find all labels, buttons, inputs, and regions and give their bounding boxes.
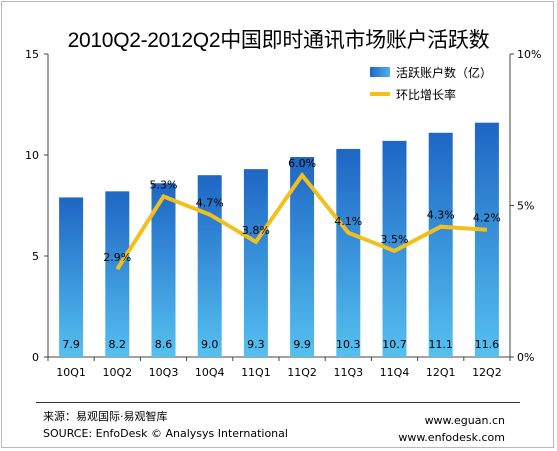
bar-value-label: 7.9 bbox=[62, 338, 80, 351]
legend-item-line: 环比增长率 bbox=[370, 85, 492, 103]
line-value-label: 4.3% bbox=[427, 209, 455, 222]
legend-label-bars: 活跃账户数（亿） bbox=[396, 65, 493, 80]
bar bbox=[105, 191, 130, 357]
y-left-tick-label: 10 bbox=[25, 149, 39, 162]
legend-swatch-bar bbox=[370, 67, 390, 77]
source-cn: 来源：易观国际·易观智库 bbox=[43, 410, 168, 423]
bar bbox=[59, 197, 84, 357]
chart-legend: 活跃账户数（亿） 环比增长率 bbox=[370, 63, 492, 107]
line-value-label: 4.2% bbox=[473, 212, 501, 225]
footer-source: 来源：易观国际·易观智库 SOURCE: EnfoDesk © Analysys… bbox=[43, 408, 288, 442]
x-tick-label: 12Q2 bbox=[472, 366, 502, 379]
x-tick-label: 10Q2 bbox=[102, 366, 132, 379]
bar-value-label: 9.3 bbox=[247, 338, 265, 351]
y-left-tick-label: 0 bbox=[32, 351, 39, 364]
line-value-label: 2.9% bbox=[103, 251, 131, 264]
bar-value-label: 9.0 bbox=[201, 338, 219, 351]
legend-label-line: 环比增长率 bbox=[396, 87, 457, 102]
url-eguan: www.eguan.cn bbox=[424, 414, 505, 427]
legend-item-bars: 活跃账户数（亿） bbox=[370, 63, 492, 81]
line-value-label: 4.1% bbox=[334, 215, 362, 228]
y-right-tick-label: 10% bbox=[517, 48, 541, 61]
x-tick-label: 12Q1 bbox=[426, 366, 456, 379]
growth-line bbox=[115, 171, 488, 271]
y-left-tick-label: 15 bbox=[25, 48, 39, 61]
footer-divider bbox=[36, 402, 520, 403]
bar-value-label: 8.6 bbox=[155, 338, 173, 351]
chart-title: 2010Q2-2012Q2中国即时通讯市场账户活跃数 bbox=[67, 29, 490, 52]
x-tick-label: 10Q1 bbox=[56, 366, 86, 379]
bar bbox=[336, 148, 361, 357]
bar bbox=[474, 122, 499, 358]
bar-value-label: 10.3 bbox=[336, 338, 361, 351]
x-tick-label: 11Q1 bbox=[241, 366, 271, 379]
y-right-tick-label: 0% bbox=[517, 351, 534, 364]
bar-value-label: 11.1 bbox=[428, 338, 453, 351]
bar-value-label: 8.2 bbox=[109, 338, 127, 351]
bar bbox=[428, 132, 453, 357]
y-left-tick-label: 5 bbox=[32, 250, 39, 263]
bar bbox=[243, 169, 268, 357]
source-en: SOURCE: EnfoDesk © Analysys Internationa… bbox=[43, 427, 288, 440]
line-value-label: 3.5% bbox=[381, 233, 409, 246]
bar bbox=[290, 157, 315, 357]
x-tick-label: 10Q3 bbox=[149, 366, 179, 379]
bar-value-label: 9.9 bbox=[293, 338, 311, 351]
url-enfodesk: www.enfodesk.com bbox=[398, 431, 505, 444]
bar bbox=[197, 175, 222, 357]
x-tick-label: 10Q4 bbox=[195, 366, 225, 379]
footer-urls: www.eguan.cn www.enfodesk.com bbox=[398, 412, 505, 446]
line-value-label: 6.0% bbox=[288, 157, 316, 170]
legend-swatch-line bbox=[370, 92, 390, 96]
y-right-tick-label: 5% bbox=[517, 200, 534, 213]
x-tick-label: 11Q3 bbox=[333, 366, 363, 379]
line-value-label: 4.7% bbox=[196, 197, 224, 210]
line-value-label: 3.8% bbox=[242, 224, 270, 237]
bar-value-label: 10.7 bbox=[382, 338, 407, 351]
x-tick-label: 11Q2 bbox=[287, 366, 317, 379]
x-tick-label: 11Q4 bbox=[380, 366, 410, 379]
bar-value-label: 11.6 bbox=[475, 338, 500, 351]
line-value-label: 5.3% bbox=[150, 178, 178, 191]
